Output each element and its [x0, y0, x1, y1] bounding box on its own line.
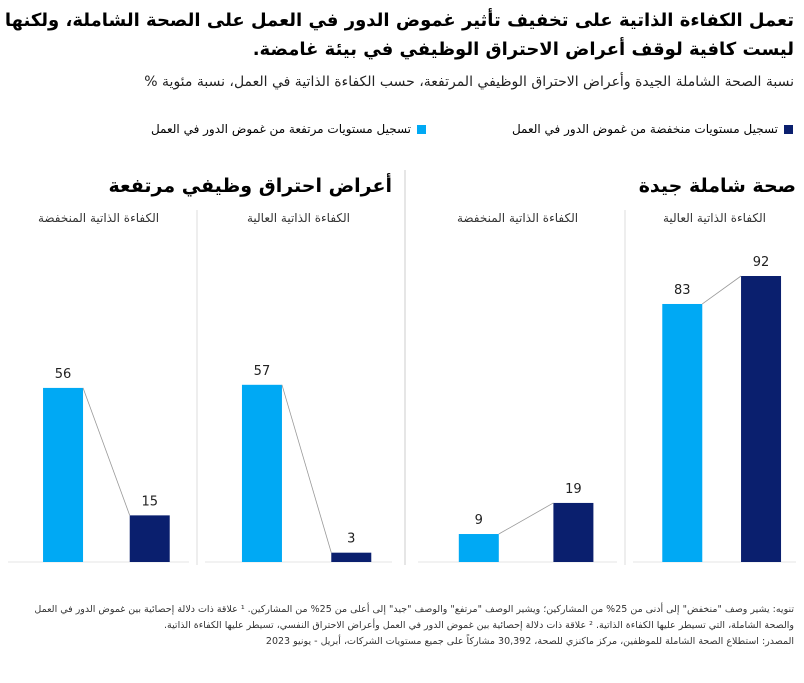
panel-title: أعراض احتراق وظيفي مرتفعة: [108, 173, 392, 197]
category-label: الكفاءة الذاتية العالية: [663, 211, 766, 225]
category-label: الكفاءة الذاتية العالية: [247, 211, 350, 225]
value-label: 57: [254, 364, 271, 379]
connector: [499, 503, 554, 534]
bar: [242, 385, 282, 562]
value-label: 83: [674, 283, 691, 298]
chart: صحة شاملة جيدة الكفاءة الذاتية العالية 92 8…: [0, 0, 804, 600]
notes: تنويه: يشير وصف "منخفض" إلى أدنى من 25% …: [8, 602, 794, 650]
value-label: 15: [141, 494, 158, 509]
bar: [741, 276, 781, 562]
category-label: الكفاءة الذاتية المنخفضة: [457, 211, 578, 225]
value-label: 92: [753, 255, 770, 270]
connector: [282, 385, 331, 553]
value-label: 56: [55, 367, 72, 382]
value-label: 3: [347, 532, 355, 547]
bar: [553, 503, 593, 562]
value-label: 19: [565, 482, 582, 497]
value-label: 9: [475, 513, 483, 528]
bar: [43, 388, 83, 562]
bar: [662, 304, 702, 562]
panel-title: صحة شاملة جيدة: [639, 175, 796, 197]
connector: [83, 388, 130, 515]
bar: [459, 534, 499, 562]
connector: [702, 276, 741, 304]
bar: [331, 553, 371, 562]
footnote: تنويه: يشير وصف "منخفض" إلى أدنى من 25% …: [8, 602, 794, 634]
bar: [130, 515, 170, 562]
category-label: الكفاءة الذاتية المنخفضة: [38, 211, 159, 225]
source: المصدر: استطلاع الصحة الشاملة للموظفين، …: [8, 634, 794, 650]
